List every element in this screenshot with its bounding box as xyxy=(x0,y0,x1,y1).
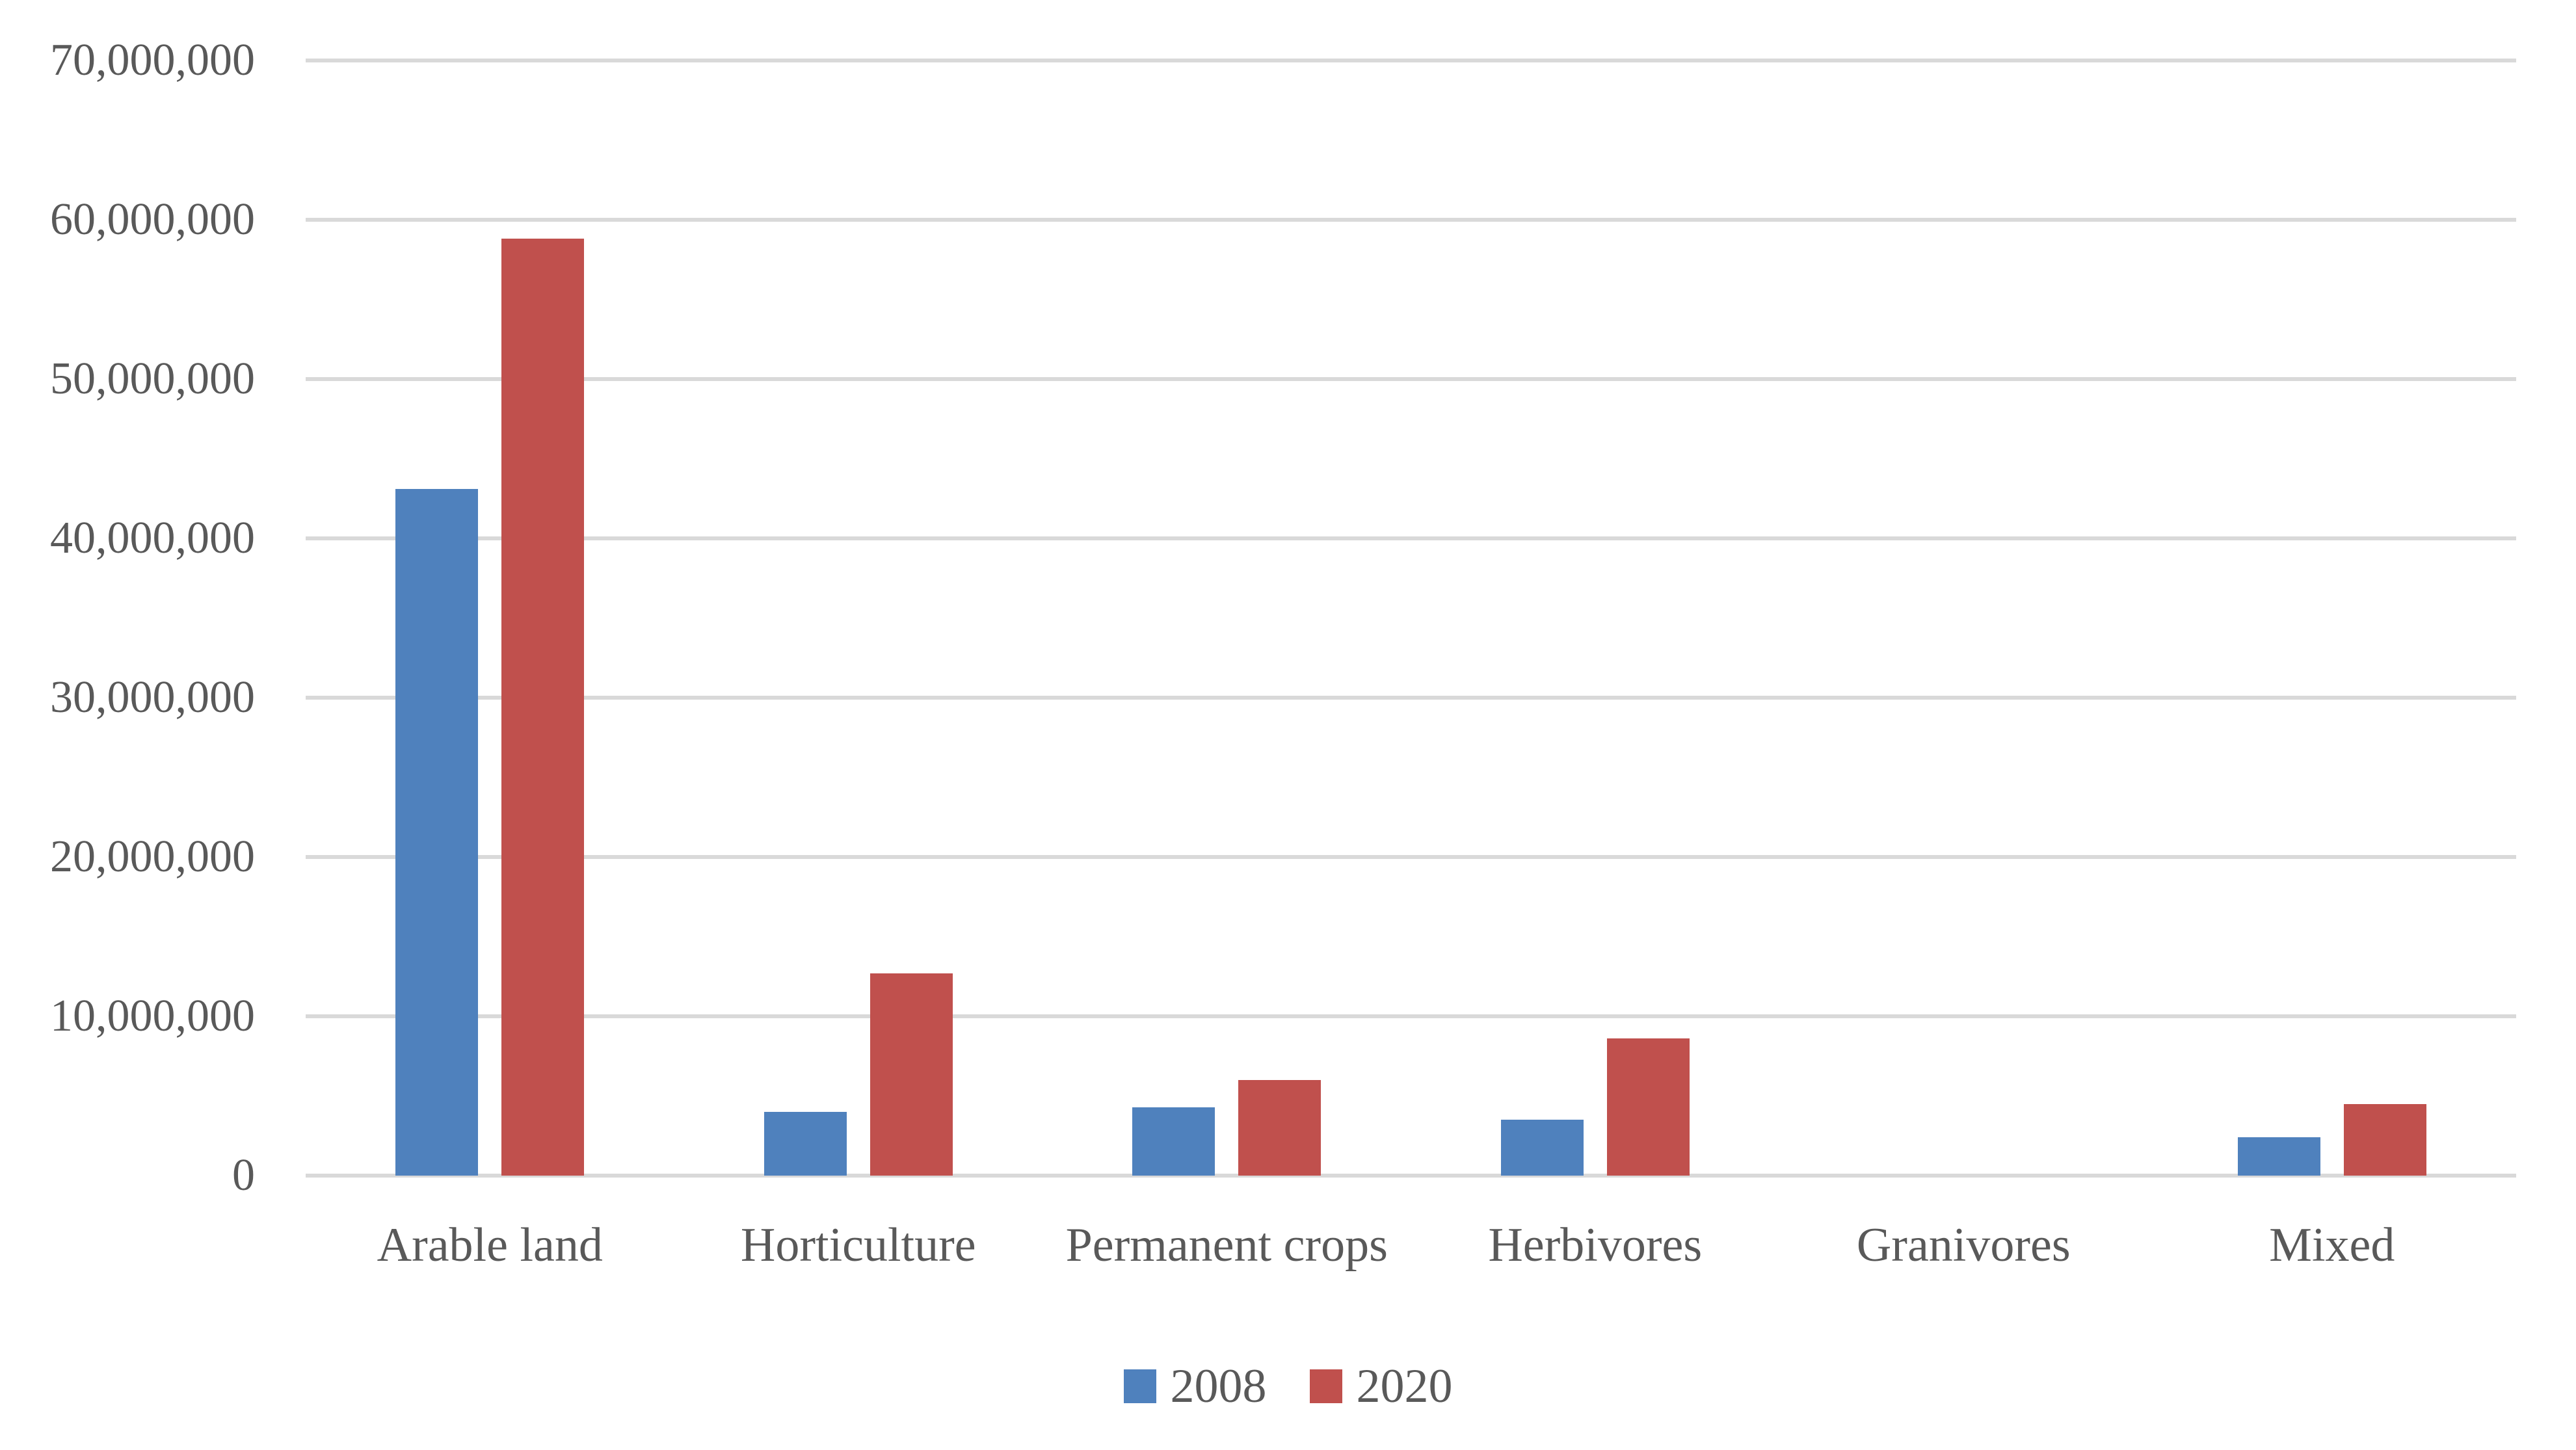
bar-2008 xyxy=(1132,1107,1215,1176)
y-axis-tick-label: 70,000,000 xyxy=(50,35,255,85)
gridline xyxy=(306,696,2516,700)
gridline xyxy=(306,1014,2516,1018)
bar-2020 xyxy=(1238,1080,1321,1176)
y-axis-tick-label: 60,000,000 xyxy=(50,194,255,244)
legend: 2008 2020 xyxy=(0,1360,2576,1413)
gridline xyxy=(306,855,2516,859)
legend-swatch-2008 xyxy=(1123,1369,1156,1403)
y-axis-tick-label: 30,000,000 xyxy=(50,672,255,722)
legend-item-2020: 2020 xyxy=(1309,1360,1453,1413)
legend-label-2020: 2020 xyxy=(1356,1360,1453,1413)
bar-2008 xyxy=(2237,1137,2320,1176)
legend-swatch-2020 xyxy=(1309,1369,1342,1403)
legend-item-2008: 2008 xyxy=(1123,1360,1267,1413)
bar-2008 xyxy=(764,1112,847,1176)
gridline xyxy=(306,1174,2516,1178)
y-axis-tick-label: 20,000,000 xyxy=(50,832,255,882)
bar-2008 xyxy=(395,489,479,1176)
y-axis-tick-label: 50,000,000 xyxy=(50,354,255,404)
bar-2020 xyxy=(2343,1103,2426,1176)
legend-label-2008: 2008 xyxy=(1170,1360,1267,1413)
bar-2020 xyxy=(870,973,953,1176)
category-label: Granivores xyxy=(1856,1219,2071,1272)
category-label: Permanent crops xyxy=(1065,1219,1388,1272)
y-axis-tick-label: 10,000,000 xyxy=(50,991,255,1041)
category-label: Horticulture xyxy=(740,1219,976,1272)
category-label: Arable land xyxy=(377,1219,603,1272)
gridline xyxy=(306,536,2516,540)
bar-2020 xyxy=(1606,1038,1690,1176)
bar-2020 xyxy=(501,239,585,1176)
category-label: Mixed xyxy=(2269,1219,2395,1272)
category-label: Herbivores xyxy=(1488,1219,1703,1272)
gridline xyxy=(306,218,2516,222)
y-axis-tick-label: 40,000,000 xyxy=(50,513,255,563)
gridline xyxy=(306,59,2516,62)
y-axis-tick-label: 0 xyxy=(232,1150,255,1200)
gridline xyxy=(306,377,2516,381)
bar-2008 xyxy=(1500,1120,1584,1176)
